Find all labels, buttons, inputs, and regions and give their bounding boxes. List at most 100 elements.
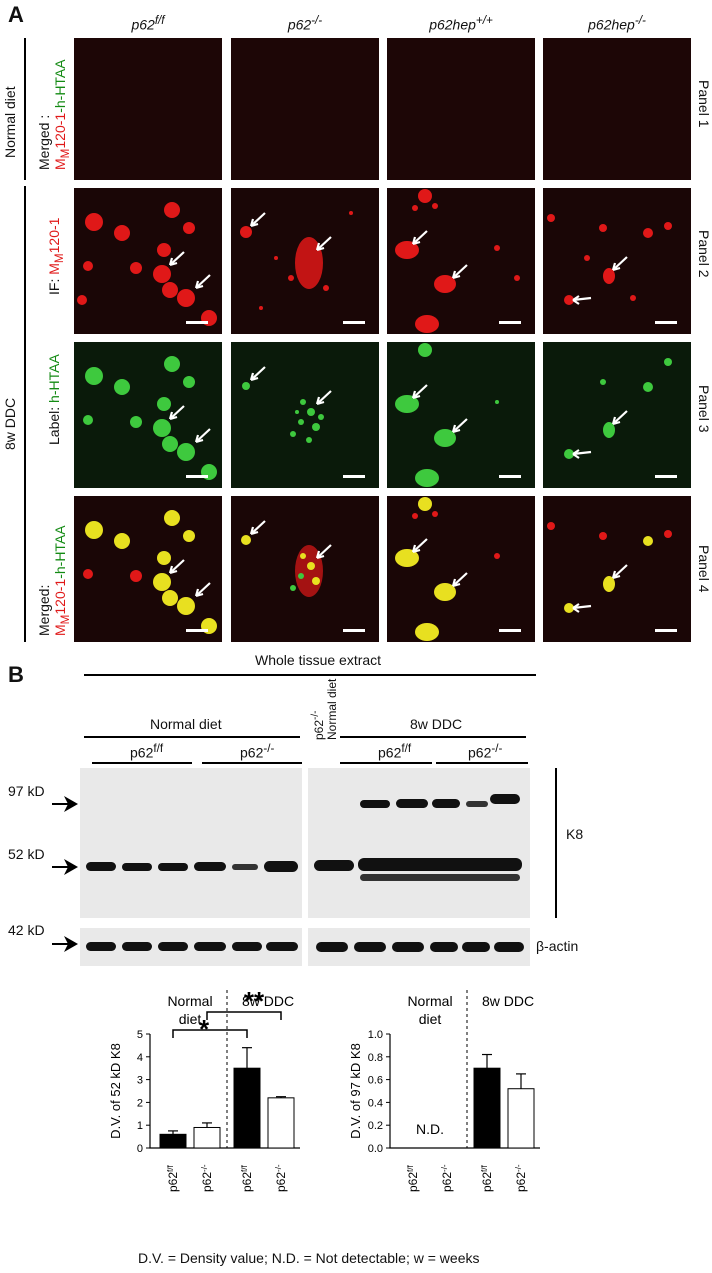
y-tick-label: 1.0 — [368, 1029, 383, 1041]
significance-stars: ** — [244, 988, 265, 1016]
scale-bar — [343, 475, 365, 478]
k8-label: K8 — [566, 826, 584, 842]
bar — [193, 1126, 221, 1149]
arrow-42 — [52, 935, 78, 958]
scale-bar — [343, 629, 365, 632]
geno-ddc-ko: p62-/- — [468, 742, 503, 761]
panel-b-label: B — [8, 662, 24, 687]
bar-chart-97kd: 0.0 0.2 0.4 0.6 0.8 1.0 D.V. of 97 kD K8 p62f/f… — [348, 988, 540, 1192]
group-label: diet — [179, 1011, 202, 1027]
x-tick-label: p62-/- — [440, 1164, 455, 1192]
marker-42: 42 kD — [8, 922, 45, 938]
ko-normal-vertical-label: p62-/- Normal diet — [310, 678, 339, 740]
y-axis-label: D.V. of 97 kD K8 — [348, 1043, 363, 1139]
marker-97: 97 kD — [8, 783, 45, 799]
geno-ddc-ko-line — [436, 762, 528, 764]
row1-prefix: Merged : — [36, 114, 52, 170]
micrograph-r1-c2 — [231, 38, 379, 180]
row2-red-text: MM120-1 — [46, 217, 66, 275]
bar — [233, 1067, 261, 1149]
bar — [267, 1097, 295, 1149]
whole-tissue-header: Whole tissue extract — [255, 652, 382, 668]
scale-bar — [499, 475, 521, 478]
row4-red-text: MM120-1 — [52, 578, 72, 636]
x-tick-label: p62-/- — [200, 1164, 215, 1192]
scale-bar — [499, 321, 521, 324]
scale-bar — [186, 475, 208, 478]
arrow-97 — [52, 795, 78, 818]
y-tick-label: 4 — [137, 1052, 143, 1064]
micrograph-r4-c4 — [543, 496, 691, 642]
group-label-ddc: 8w DDC — [2, 397, 18, 450]
scale-bar — [499, 629, 521, 632]
panel-label-1: Panel 1 — [696, 80, 712, 128]
normal-diet-bracket — [24, 38, 26, 180]
ddc-bracket — [24, 186, 26, 642]
micrograph-r3-c1 — [74, 342, 222, 488]
row3-green: h-HTAA — [46, 354, 62, 403]
geno-normal-ko-line — [202, 762, 302, 764]
row-label-1: Merged : MM120-1-h-HTAA — [36, 59, 74, 170]
micrograph-r3-c2 — [231, 342, 379, 488]
ko-normal-b: Normal diet — [325, 678, 339, 740]
row1-green: -h-HTAA — [52, 59, 68, 113]
scale-bar — [655, 629, 677, 632]
micrograph-r2-c4 — [543, 188, 691, 334]
scale-bar — [655, 475, 677, 478]
ddc-line — [340, 736, 526, 738]
panel-a-label: A — [8, 2, 24, 27]
scale-bar — [655, 321, 677, 324]
row-label-2: IF: MM120-1 — [46, 218, 66, 295]
row2-prefix: IF: — [46, 274, 62, 295]
column-header-2: p62-/- — [287, 14, 323, 33]
significance-bracket — [172, 1029, 248, 1038]
column-header-4: p62hep-/- — [588, 14, 646, 33]
significance-bracket — [206, 1011, 282, 1020]
group-label: diet — [419, 1011, 442, 1027]
marker-52: 52 kD — [8, 846, 45, 862]
micrograph-r1-c3 — [387, 38, 535, 180]
western-blot-k8-normal — [80, 768, 302, 918]
k8-bracket — [555, 768, 557, 918]
y-axis-label: D.V. of 52 kD K8 — [108, 1043, 123, 1139]
micrograph-r1-c1 — [74, 38, 222, 180]
y-tick-label: 0.0 — [368, 1143, 383, 1155]
normal-diet-label: Normal diet — [150, 716, 222, 732]
row-label-4: Merged: MM120-1-h-HTAA — [36, 525, 74, 636]
x-tick-label: p62f/f — [480, 1165, 495, 1192]
row4-green: -h-HTAA — [52, 525, 68, 579]
geno-ddc-ff-line — [340, 762, 432, 764]
x-tick-label: p62-/- — [514, 1164, 529, 1192]
scale-bar — [186, 321, 208, 324]
micrograph-r4-c3 — [387, 496, 535, 642]
micrograph-r4-c1 — [74, 496, 222, 642]
column-header-1: p62f/f — [131, 14, 165, 33]
y-tick-label: 0 — [137, 1143, 143, 1155]
western-blot-k8-ddc — [308, 768, 530, 918]
bar-chart-52kd: 0 1 2 3 4 5 D.V. of 52 kD K8 p62f/f p62-/- p62f/f… — [108, 988, 300, 1192]
group-label: 8w DDC — [242, 993, 294, 1009]
panel-label-2: Panel 2 — [696, 230, 712, 278]
actin-label: β-actin — [536, 938, 579, 954]
y-tick-label: 0.4 — [368, 1097, 383, 1109]
normal-diet-line — [84, 736, 300, 738]
row1-red-text: MM120-1 — [52, 112, 72, 170]
scale-bar — [343, 321, 365, 324]
arrow-52 — [52, 858, 78, 881]
bar — [473, 1067, 501, 1149]
micrograph-r3-c3 — [387, 342, 535, 488]
panel-label-3: Panel 3 — [696, 385, 712, 433]
y-tick-label: 0.8 — [368, 1052, 383, 1064]
x-tick-label: p62f/f — [406, 1165, 421, 1192]
bar — [507, 1088, 535, 1149]
y-tick-label: 0.6 — [368, 1075, 383, 1087]
column-header-3: p62hep+/+ — [429, 14, 493, 33]
y-tick-label: 1 — [137, 1120, 143, 1132]
group-label-normal: Normal diet — [2, 86, 18, 158]
footnote: D.V. = Density value; N.D. = Not detecta… — [138, 1250, 480, 1266]
panel-label-4: Panel 4 — [696, 545, 712, 593]
western-blot-actin-normal — [80, 928, 302, 966]
header-line — [84, 674, 536, 676]
y-tick-label: 2 — [137, 1097, 143, 1109]
micrograph-r2-c3 — [387, 188, 535, 334]
